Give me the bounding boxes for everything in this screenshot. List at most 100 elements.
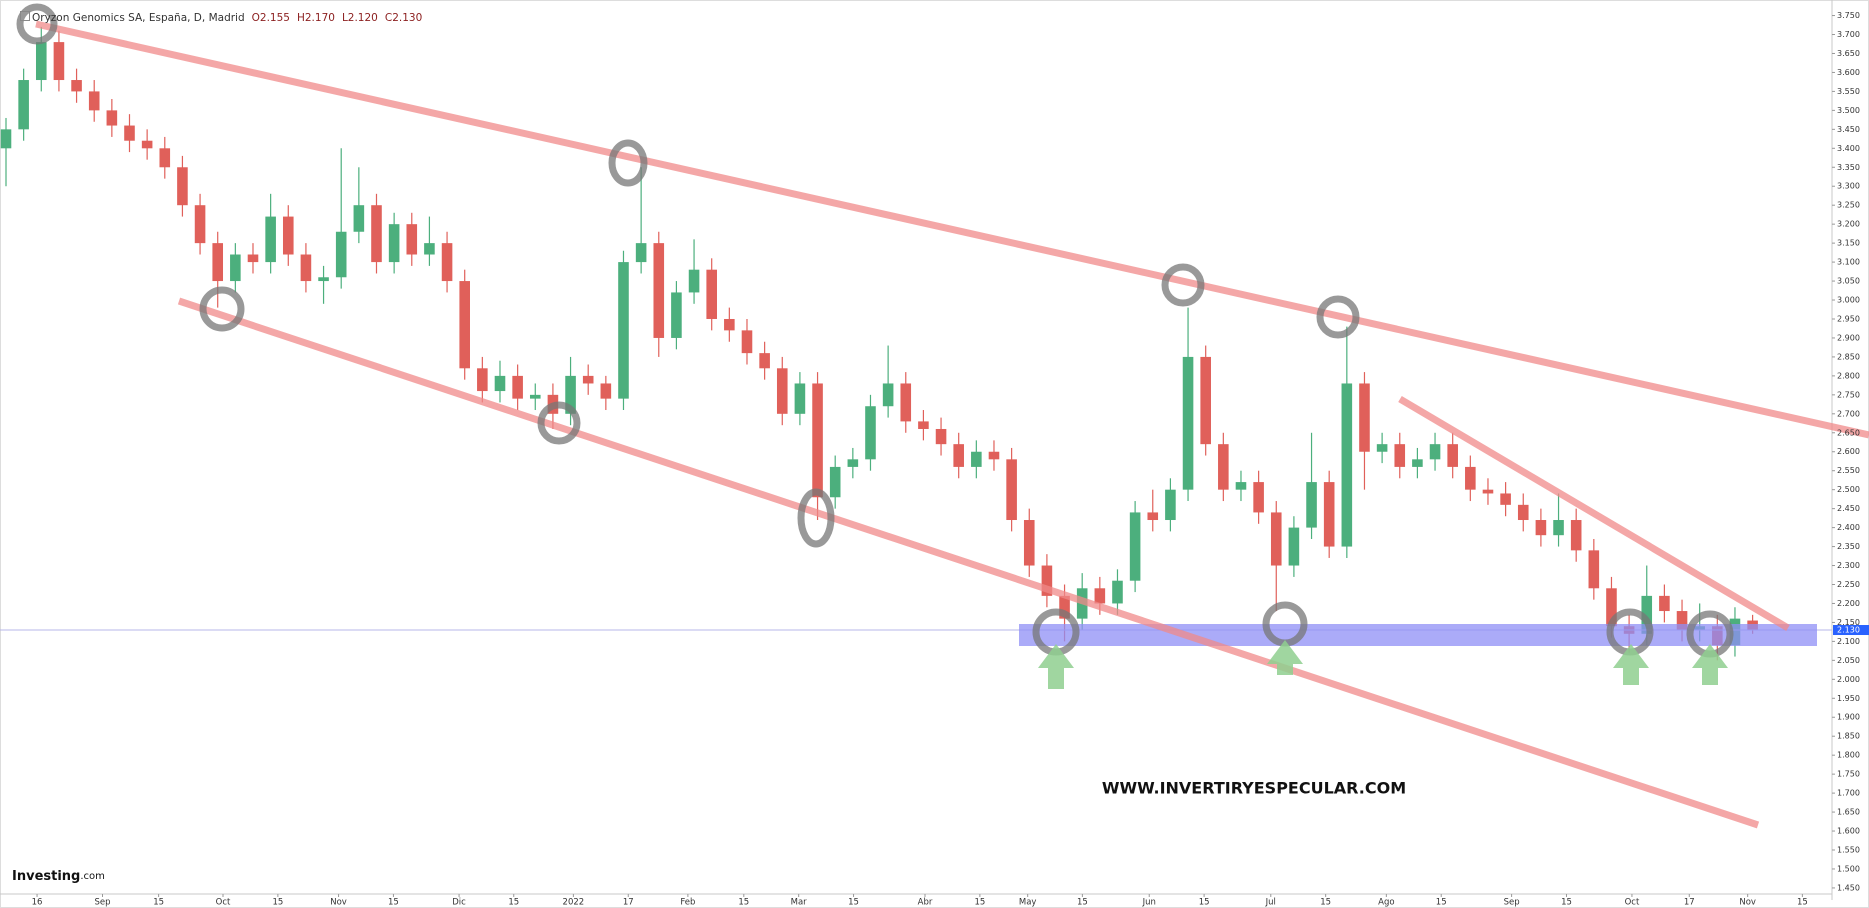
candle-body [759,353,770,369]
candle-body [1023,520,1035,566]
title: Oryzon Genomics SA, España, D, Madrid [20,11,245,24]
x-tick-label: May [1019,898,1037,908]
x-tick-label: 15 [738,898,749,908]
candle-body [671,292,682,338]
y-tick-label: 3.750 [1837,11,1860,20]
x-tick-label: Sep [1504,898,1520,908]
y-tick-label: 1.750 [1837,770,1860,779]
y-tick-label: 2.650 [1837,428,1860,437]
y-tick-label: 2.050 [1837,656,1860,665]
candle-body [1676,611,1688,631]
candle-body [53,42,65,81]
candle-body [953,444,964,467]
x-tick-label: 15 [388,898,399,908]
y-tick-label: 3.250 [1837,201,1860,210]
candle-body [282,216,294,255]
candle-body [706,269,717,319]
touch-circle [199,286,245,332]
collapse-icon [20,11,30,21]
y-tick-label: 3.400 [1837,144,1860,153]
y-tick-label: 1.450 [1837,883,1860,892]
candle-body [1218,444,1229,490]
candle-body [1447,444,1458,467]
candle-body [512,375,523,399]
last-price-label: 2.130 [1837,626,1860,635]
candle-body [935,428,947,445]
candle-body [1429,444,1441,460]
candle-body [653,243,665,338]
y-tick-label: 1.600 [1837,827,1860,836]
candle-body [459,281,470,369]
candle-body [1006,459,1017,521]
candle-body [724,318,735,331]
y-tick-label: 2.450 [1837,504,1860,513]
candle-body [776,368,788,414]
candle-body [618,262,629,399]
candle-body [1270,512,1282,566]
candle-body [1059,595,1070,619]
candle-body [1535,520,1547,536]
candle-body [900,383,912,422]
y-tick-label: 1.850 [1837,732,1860,741]
candle-body [635,243,647,263]
touch-circle [16,3,58,45]
x-tick-label: 15 [1797,898,1808,908]
x-tick-label: 15 [1436,898,1447,908]
candle-body [71,80,82,92]
candle-body [1200,356,1211,445]
candle-body [1147,512,1159,521]
y-tick-label: 2.200 [1837,599,1860,608]
candle-body [212,243,224,282]
candle-body [1341,383,1353,547]
y-tick-label: 2.600 [1837,447,1860,456]
y-tick-label: 3.350 [1837,163,1860,172]
y-tick-label: 1.800 [1837,751,1860,760]
y-tick-label: 2.850 [1837,352,1860,361]
candle-body [194,205,206,244]
y-tick-label: 3.150 [1837,239,1860,248]
candle-body [0,129,12,149]
y-tick-label: 2.700 [1837,409,1860,418]
x-tick-label: Mar [791,898,808,908]
lower-trendline [177,297,1760,829]
candle-body [177,167,188,206]
candle-body [529,394,541,399]
candle-body [1129,512,1141,581]
candle-body [1659,595,1670,612]
x-tick-label: 16 [32,898,43,908]
touch-circle [797,488,835,548]
x-tick-label: Oct [216,898,231,908]
candle-body [812,383,823,498]
candle-body [1553,520,1564,536]
y-tick-label: 1.500 [1837,864,1860,873]
candle-body [688,269,700,293]
x-tick-label: 15 [272,898,283,908]
candle-body [582,375,594,384]
x-tick-label: 15 [153,898,164,908]
chart-title: Oryzon Genomics SA, España, D, Madrid [32,12,245,24]
candle-body [865,406,876,460]
x-tick-label: 15 [1561,898,1572,908]
x-tick-label: 2022 [563,898,585,908]
candle-body [1465,466,1476,490]
candle-body [882,383,894,407]
candle-body [1517,504,1529,521]
x-tick-label: Nov [1739,898,1756,908]
candle-body [1641,595,1653,634]
candle-body [388,224,400,263]
candle-body [1323,482,1335,547]
candle-body [847,459,859,467]
y-tick-label: 3.700 [1837,30,1860,39]
y-tick-label: 3.000 [1837,296,1860,305]
candle-body [1253,482,1264,513]
candle-body [1288,527,1300,566]
support-band [1019,624,1817,646]
candle-body [565,375,576,414]
x-tick-label: 17 [1684,898,1695,908]
candle-body [141,140,153,149]
y-tick-label: 1.700 [1837,789,1860,798]
candle-body [1570,520,1582,551]
candle-body [1041,565,1053,596]
